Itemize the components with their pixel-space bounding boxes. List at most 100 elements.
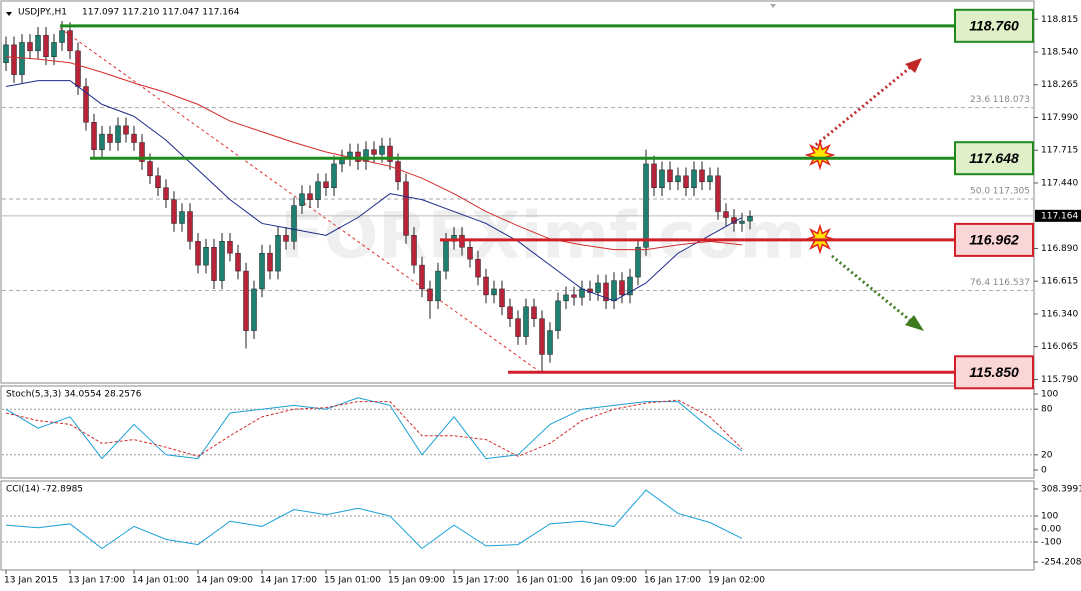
y-tick-label: 116.615 (1041, 277, 1078, 287)
candle-body (371, 149, 377, 155)
indicator-line (5, 399, 743, 457)
y-tick-label: 0.00 (1041, 525, 1061, 535)
down-arrow (831, 254, 913, 324)
y-tick-label: 0 (1041, 466, 1047, 476)
ohlc: 117.097 117.210 117.047 117.164 (82, 8, 240, 18)
candle-body (635, 247, 641, 278)
candle-body (595, 282, 601, 293)
candle-body (739, 220, 745, 224)
candle-body (75, 50, 81, 87)
x-tick-label: 15 Jan 17:00 (452, 576, 509, 586)
candle-body (499, 288, 505, 308)
candle-body (571, 294, 577, 298)
panel-title: Stoch(5,3,3) 34.0554 28.2576 (6, 390, 142, 400)
candle-body (563, 294, 569, 302)
y-tick-label: 308.3991 (1041, 485, 1081, 495)
candle-body (51, 42, 57, 58)
candle-body (531, 306, 537, 319)
fib-ratio: 50.0 (970, 187, 990, 197)
candle-body (291, 205, 297, 242)
y-tick-label: 118.815 (1041, 15, 1078, 25)
candle-body (475, 258, 481, 278)
candle-body (299, 193, 305, 206)
indicator-line (5, 80, 743, 302)
corner-mark (770, 4, 776, 8)
candle-body (411, 235, 417, 266)
candle-body (235, 252, 241, 272)
candle-body (363, 149, 369, 162)
candle-body (251, 288, 257, 331)
candle-body (187, 211, 193, 242)
indicator-line (5, 489, 743, 550)
x-tick-label: 14 Jan 01:00 (132, 576, 189, 586)
y-tick-label: 100 (1041, 512, 1058, 522)
fib-value: 116.537 (993, 278, 1030, 288)
y-tick-label: -254.2084 (1041, 558, 1081, 568)
current-price-label: 117.164 (1041, 211, 1078, 221)
menu-triangle (6, 12, 12, 16)
candle-body (691, 169, 697, 188)
y-tick-label: 118.265 (1041, 80, 1078, 90)
candle-body (387, 145, 393, 162)
candle-body (131, 133, 137, 143)
level-label: 118.760 (969, 18, 1019, 34)
up-arrow (811, 64, 913, 150)
starburst (804, 139, 836, 171)
candle-body (139, 142, 145, 162)
candle-body (147, 161, 153, 177)
candle-body (699, 169, 705, 183)
level-box (954, 355, 1034, 390)
candle-body (211, 247, 217, 281)
candle-body (35, 35, 41, 52)
candle-body (163, 187, 169, 200)
candle-body (523, 306, 529, 337)
candle-body (507, 306, 513, 319)
candle-body (435, 270, 441, 302)
candle-body (683, 175, 689, 188)
candle-body (315, 181, 321, 200)
candle-body (603, 282, 609, 302)
level-label: 115.850 (969, 364, 1019, 380)
x-tick-label: 15 Jan 09:00 (388, 576, 445, 586)
y-tick-label: 115.790 (1041, 375, 1078, 385)
x-tick-label: 16 Jan 17:00 (644, 576, 701, 586)
candle-body (443, 241, 449, 272)
indicator-line (5, 397, 743, 460)
candle-body (307, 193, 313, 200)
y-tick-label: 116.065 (1041, 342, 1078, 352)
stoch-panel (0, 385, 1035, 479)
candle-body (195, 241, 201, 266)
x-tick-label: 13 Jan 17:00 (68, 576, 125, 586)
candle-body (227, 241, 233, 254)
candle-body (59, 30, 65, 43)
candle-body (723, 211, 729, 218)
candle-body (483, 276, 489, 296)
candle-body (419, 264, 425, 290)
level-label: 116.962 (969, 232, 1019, 248)
x-tick-label: 16 Jan 09:00 (580, 576, 637, 586)
x-tick-label: 19 Jan 02:00 (708, 576, 765, 586)
candle-body (379, 145, 385, 155)
candle-body (651, 163, 657, 188)
fib-ratio: 23.6 (970, 95, 990, 105)
candle-body (155, 175, 161, 188)
candle-body (715, 175, 721, 212)
fib-value: 118.073 (993, 95, 1030, 105)
candle-body (619, 280, 625, 296)
candle-body (243, 270, 249, 331)
y-tick-label: -100 (1041, 537, 1062, 547)
candle-body (539, 318, 545, 355)
candle-body (43, 35, 49, 58)
candle-body (491, 288, 497, 296)
y-tick-label: 116.890 (1041, 244, 1078, 254)
candle-body (515, 318, 521, 337)
x-tick-label: 15 Jan 01:00 (324, 576, 381, 586)
candle-body (395, 161, 401, 183)
candle-body (643, 163, 649, 248)
candle-body (555, 300, 561, 331)
candle-body (659, 169, 665, 188)
candle-body (123, 125, 129, 135)
candle-body (707, 175, 713, 183)
level-box (954, 222, 1034, 257)
x-tick-label: 13 Jan 2015 (4, 576, 58, 586)
